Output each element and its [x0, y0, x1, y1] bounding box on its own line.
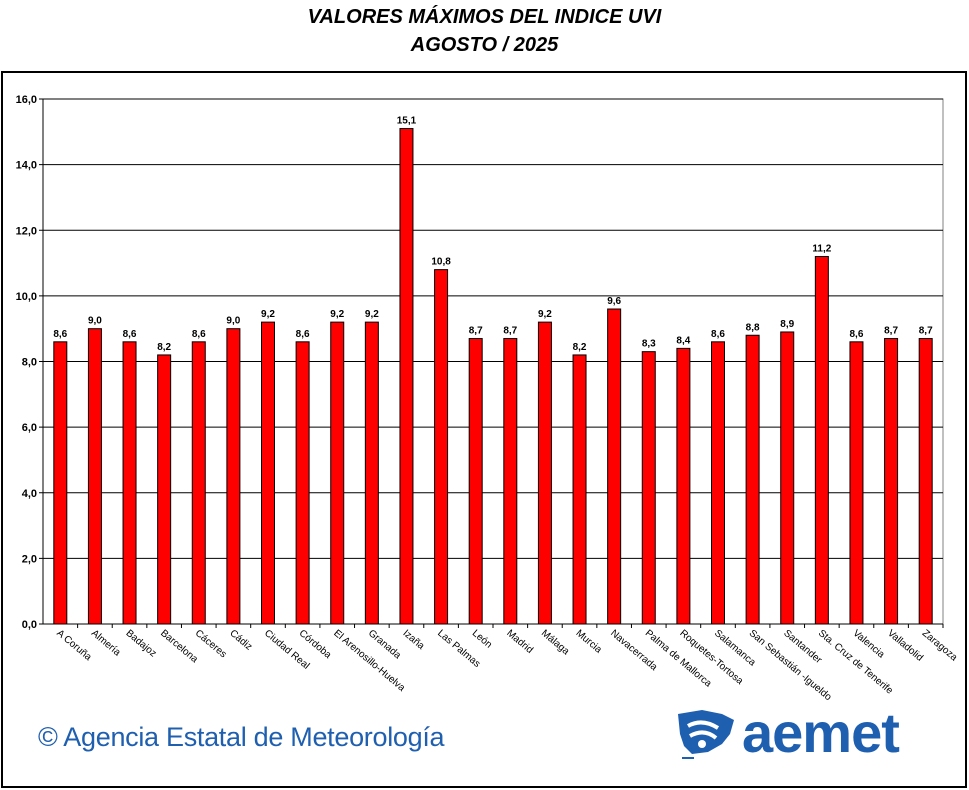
data-label: 15,1 — [397, 116, 417, 127]
data-label: 8,6 — [296, 329, 310, 340]
y-tick-label: 2,0 — [22, 553, 37, 565]
x-tick-label: Valladolid — [885, 628, 925, 664]
data-label: 8,6 — [192, 329, 206, 340]
data-label: 8,6 — [53, 329, 67, 340]
bar — [53, 341, 68, 625]
y-tick-label: 10,0 — [16, 291, 37, 303]
aemet-wordmark: aemet — [742, 701, 900, 764]
data-label: 8,8 — [746, 322, 760, 333]
data-label: 8,6 — [850, 329, 864, 340]
bar — [711, 341, 725, 625]
x-tick-label: Barcelona — [158, 628, 200, 666]
chart-frame — [1, 71, 967, 788]
bar — [814, 256, 829, 625]
x-tick-label: Almería — [89, 628, 123, 659]
bar — [226, 328, 241, 625]
data-label: 8,7 — [919, 326, 933, 337]
bar — [87, 328, 102, 625]
bar — [676, 347, 691, 625]
bar — [434, 269, 449, 625]
data-label: 8,7 — [884, 326, 898, 337]
bar — [884, 338, 899, 625]
chart-subtitle: AGOSTO / 2025 — [410, 34, 559, 56]
chart-title: VALORES MÁXIMOS DEL INDICE UVI — [307, 6, 662, 28]
data-label: 9,2 — [261, 309, 275, 320]
data-label: 8,3 — [642, 339, 656, 350]
x-tick-label: Badajoz — [124, 628, 159, 660]
y-tick-label: 12,0 — [16, 225, 37, 237]
bar — [330, 321, 345, 625]
bar — [295, 341, 310, 625]
bar — [780, 331, 795, 625]
y-tick-label: 4,0 — [22, 488, 37, 500]
data-label: 8,9 — [780, 319, 794, 330]
x-tick-label: Murcia — [574, 628, 604, 656]
x-tick-label: Izaña — [401, 628, 427, 652]
bar — [641, 351, 656, 625]
y-tick-label: 6,0 — [22, 422, 37, 434]
aemet-logo: aemet — [672, 701, 922, 768]
bar — [607, 308, 622, 625]
bar — [572, 354, 587, 625]
data-label: 8,7 — [503, 326, 517, 337]
agency-credit: © Agencia Estatal de Meteorología — [38, 722, 445, 752]
x-tick-label: Madrid — [504, 628, 534, 656]
y-tick-label: 8,0 — [22, 357, 37, 369]
data-label: 8,2 — [157, 342, 171, 353]
data-label: 9,6 — [607, 296, 621, 307]
data-label: 10,8 — [431, 257, 451, 268]
x-tick-label: Málaga — [539, 628, 572, 658]
bar — [849, 341, 864, 625]
data-label: 9,2 — [330, 309, 344, 320]
bar — [468, 338, 483, 625]
data-label: 9,2 — [365, 309, 379, 320]
y-tick-label: 16,0 — [16, 94, 37, 106]
y-tick-label: 14,0 — [16, 160, 37, 172]
bar — [191, 341, 206, 625]
bar — [364, 321, 379, 625]
bar — [918, 338, 933, 625]
aemet-map-icon — [678, 710, 734, 759]
data-label: 11,2 — [812, 244, 831, 255]
x-tick-label: León — [470, 628, 494, 651]
data-label: 8,7 — [469, 326, 483, 337]
bar — [503, 338, 518, 625]
bar — [399, 128, 414, 625]
data-label: 8,6 — [711, 329, 725, 340]
bar — [261, 321, 275, 625]
bar — [745, 334, 760, 625]
data-label: 8,2 — [573, 342, 587, 353]
x-tick-label: Cádiz — [227, 628, 254, 653]
y-tick-label: 0,0 — [22, 619, 37, 631]
data-label: 9,0 — [88, 316, 102, 327]
data-label: 8,6 — [123, 329, 137, 340]
bar — [537, 321, 552, 625]
data-label: 8,4 — [676, 335, 690, 346]
x-tick-label: A Coruña — [54, 628, 93, 664]
data-label: 9,2 — [538, 309, 552, 320]
data-label: 9,0 — [226, 316, 240, 327]
x-tick-label: Zaragoza — [920, 628, 960, 664]
bar — [122, 341, 137, 625]
bar — [157, 354, 172, 625]
